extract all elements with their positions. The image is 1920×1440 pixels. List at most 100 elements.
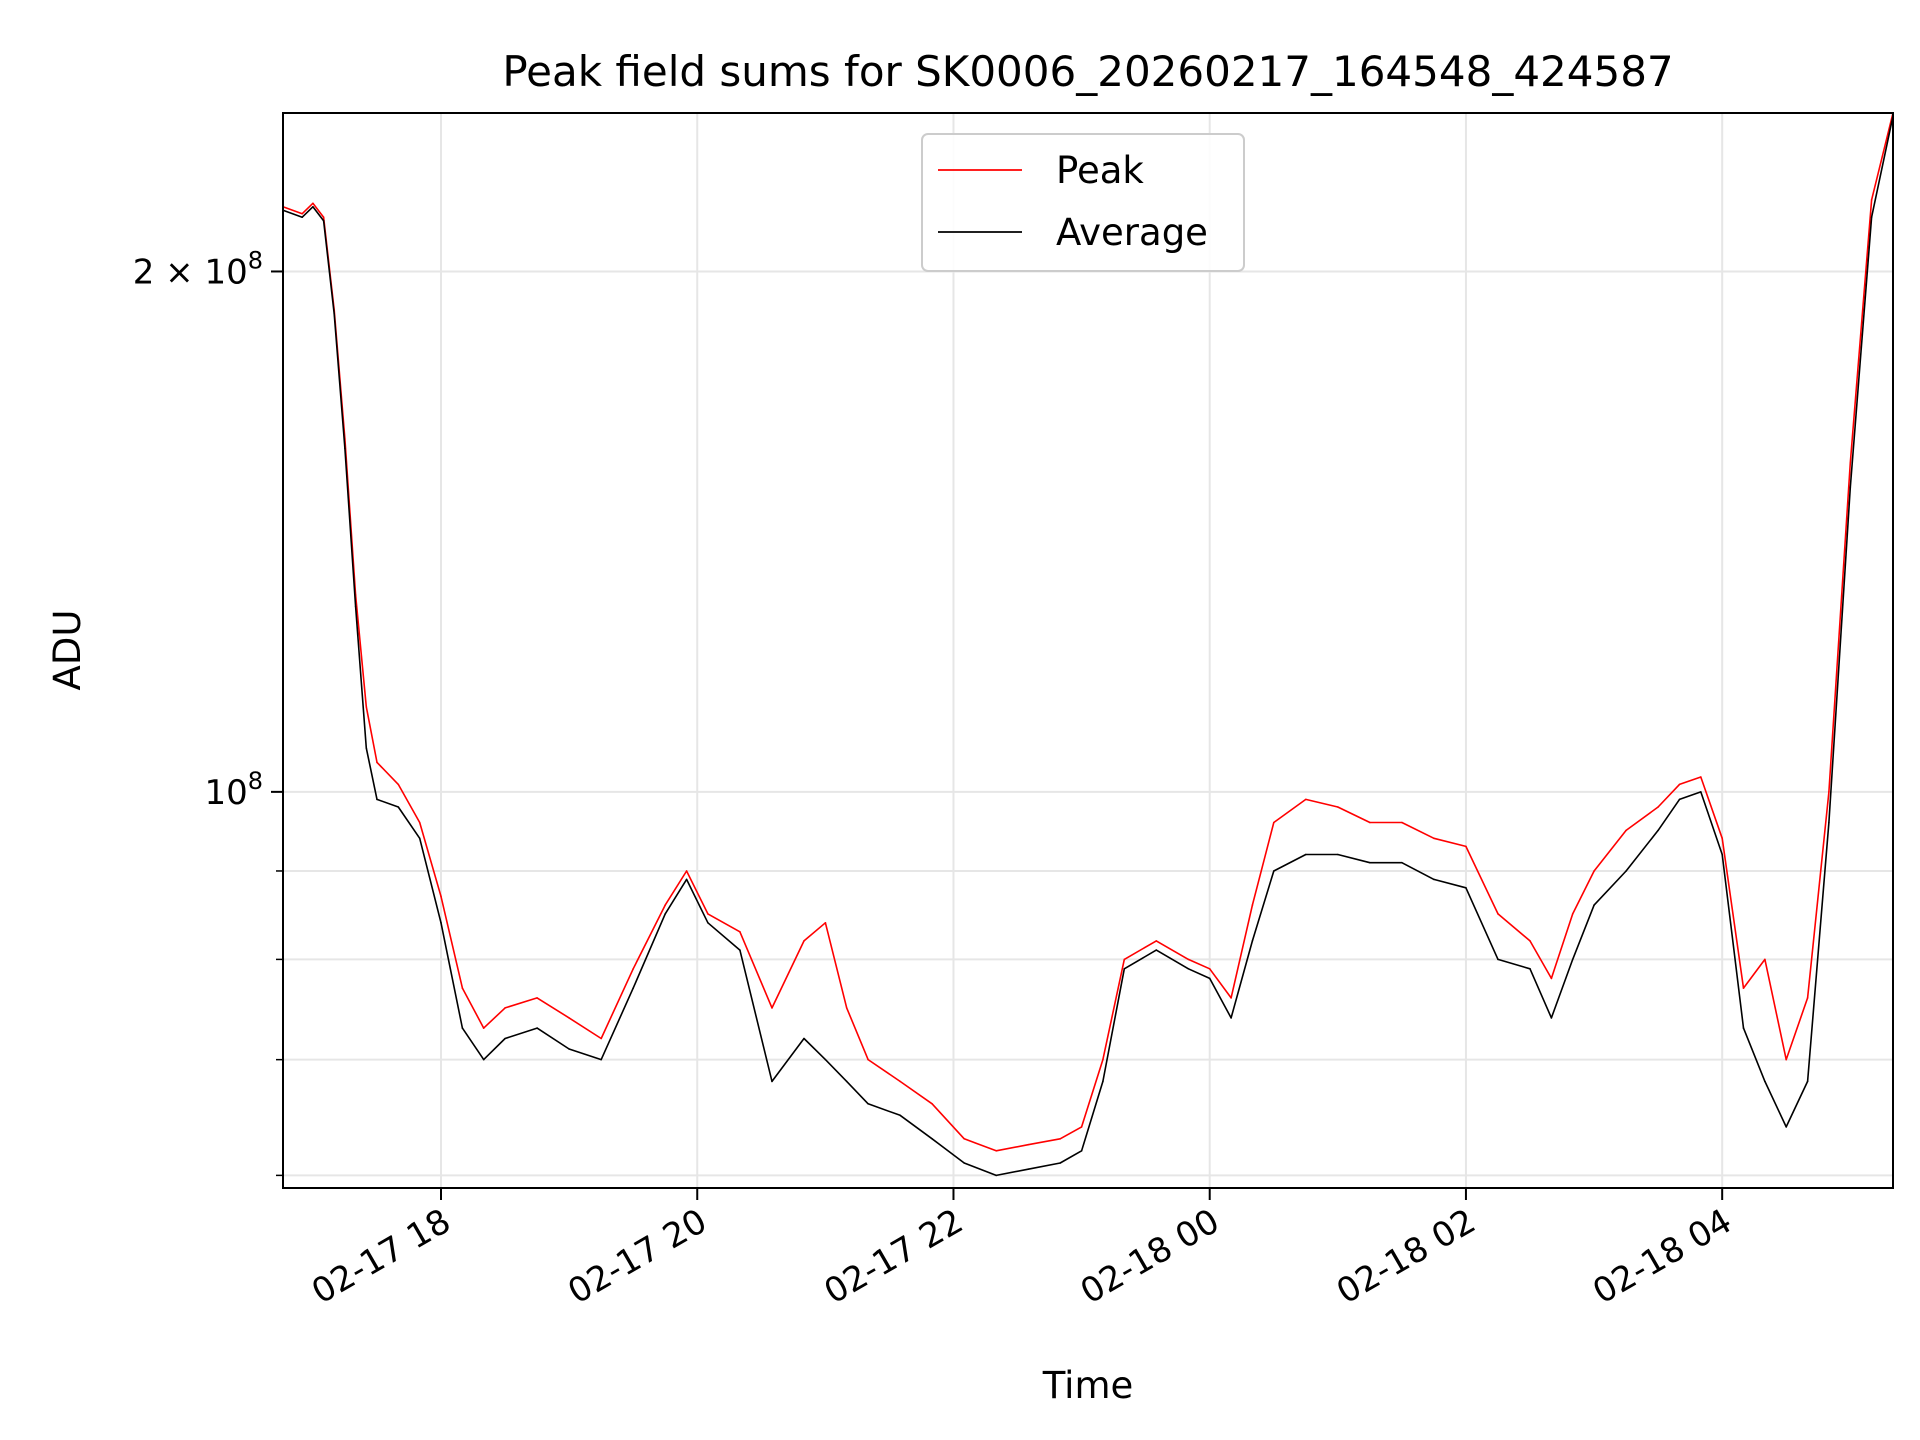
data-point-peak <box>845 1007 848 1009</box>
data-point-average <box>536 1027 538 1029</box>
data-point-peak <box>312 202 314 205</box>
data-point-average <box>1625 870 1627 872</box>
data-point-peak <box>568 1017 570 1019</box>
data-point-peak <box>365 706 368 708</box>
data-point-peak <box>1080 1126 1083 1128</box>
data-point-peak <box>867 1058 869 1061</box>
legend-box <box>921 133 1245 272</box>
data-point-average <box>1369 861 1371 864</box>
data-point-average <box>312 206 314 208</box>
data-point-peak <box>1785 1058 1787 1061</box>
data-point-average <box>1433 878 1435 881</box>
data-point-peak <box>824 922 827 924</box>
legend-label-peak: Peak <box>1056 149 1144 192</box>
data-point-peak <box>536 997 538 999</box>
data-point-peak <box>1208 968 1211 970</box>
data-point-average <box>333 313 336 315</box>
data-point-average <box>867 1103 869 1105</box>
data-point-average <box>1273 870 1275 872</box>
data-point-average <box>1828 821 1830 824</box>
data-point-average <box>1123 968 1126 970</box>
data-point-average <box>1251 940 1254 942</box>
data-point-peak <box>1102 1058 1104 1061</box>
data-point-average <box>1721 853 1723 856</box>
data-point-peak <box>1305 798 1307 801</box>
data-point-average <box>845 1080 848 1083</box>
data-point-peak <box>1230 997 1232 999</box>
data-point-average <box>1678 798 1681 801</box>
data-point-average <box>1337 853 1339 856</box>
data-point-average <box>995 1174 997 1177</box>
data-point-average <box>482 1058 485 1061</box>
data-point-peak <box>963 1138 965 1140</box>
data-point-peak <box>707 913 709 915</box>
data-point-peak <box>600 1037 602 1040</box>
data-point-peak <box>440 895 442 898</box>
data-point-peak <box>685 870 688 872</box>
data-point-average <box>1465 887 1467 889</box>
x-axis-label: Time <box>1042 1364 1134 1407</box>
data-point-average <box>1187 968 1190 970</box>
series-lines <box>282 112 1894 1177</box>
data-point-peak <box>771 1007 773 1009</box>
data-point-average <box>1497 958 1499 961</box>
data-point-peak <box>504 1007 506 1009</box>
data-point-average <box>440 922 442 924</box>
data-point-average <box>1700 791 1702 793</box>
data-point-peak <box>322 216 325 218</box>
y-axis-label: ADU <box>46 610 89 691</box>
data-point-average <box>365 747 368 749</box>
data-point-peak <box>301 212 304 215</box>
data-point-peak <box>1625 829 1627 832</box>
data-point-peak <box>1123 958 1126 961</box>
data-point-average <box>1764 1080 1766 1083</box>
data-point-peak <box>1465 845 1467 848</box>
data-point-peak <box>1550 977 1553 980</box>
data-point-average <box>397 806 400 808</box>
data-point-peak <box>931 1103 933 1105</box>
data-point-peak <box>1369 821 1371 824</box>
data-point-peak <box>1849 462 1852 464</box>
data-point-average <box>301 216 304 218</box>
data-point-peak <box>1497 913 1499 915</box>
data-point-peak <box>1764 958 1766 961</box>
data-point-average <box>664 913 666 915</box>
data-point-average <box>1401 861 1403 864</box>
legend-label-average: Average <box>1056 211 1208 254</box>
data-point-average <box>931 1138 933 1140</box>
data-point-average <box>1806 1080 1809 1083</box>
data-point-average <box>322 219 325 222</box>
data-point-average <box>963 1162 965 1164</box>
data-point-peak <box>1806 997 1809 999</box>
data-point-peak <box>1828 791 1830 793</box>
data-point-average <box>824 1058 827 1061</box>
data-point-average <box>899 1114 901 1117</box>
data-point-average <box>1305 853 1307 856</box>
data-point-average <box>685 878 688 881</box>
data-point-peak <box>418 821 421 824</box>
data-point-average <box>1870 216 1873 218</box>
data-point-average <box>600 1058 602 1061</box>
data-point-average <box>1785 1126 1787 1128</box>
data-point-average <box>1550 1017 1553 1019</box>
data-point-average <box>344 447 346 450</box>
data-point-peak <box>664 904 666 906</box>
data-point-average <box>418 837 421 840</box>
data-point-average <box>568 1048 570 1050</box>
data-point-peak <box>899 1080 901 1083</box>
data-point-peak <box>482 1027 485 1029</box>
data-point-average <box>1102 1080 1104 1083</box>
data-point-peak <box>1721 837 1723 840</box>
data-point-peak <box>1657 806 1659 808</box>
data-point-average <box>1742 1027 1745 1029</box>
data-point-average <box>803 1037 805 1040</box>
plot-frame <box>282 112 1894 1189</box>
data-point-average <box>1529 968 1531 970</box>
y-axis-ticks: 108 2 × 108 <box>133 246 283 1177</box>
data-point-peak <box>632 968 634 970</box>
data-point-peak <box>1401 821 1403 824</box>
data-point-peak <box>376 761 378 764</box>
data-point-average <box>1080 1150 1083 1152</box>
data-point-average <box>504 1037 506 1040</box>
